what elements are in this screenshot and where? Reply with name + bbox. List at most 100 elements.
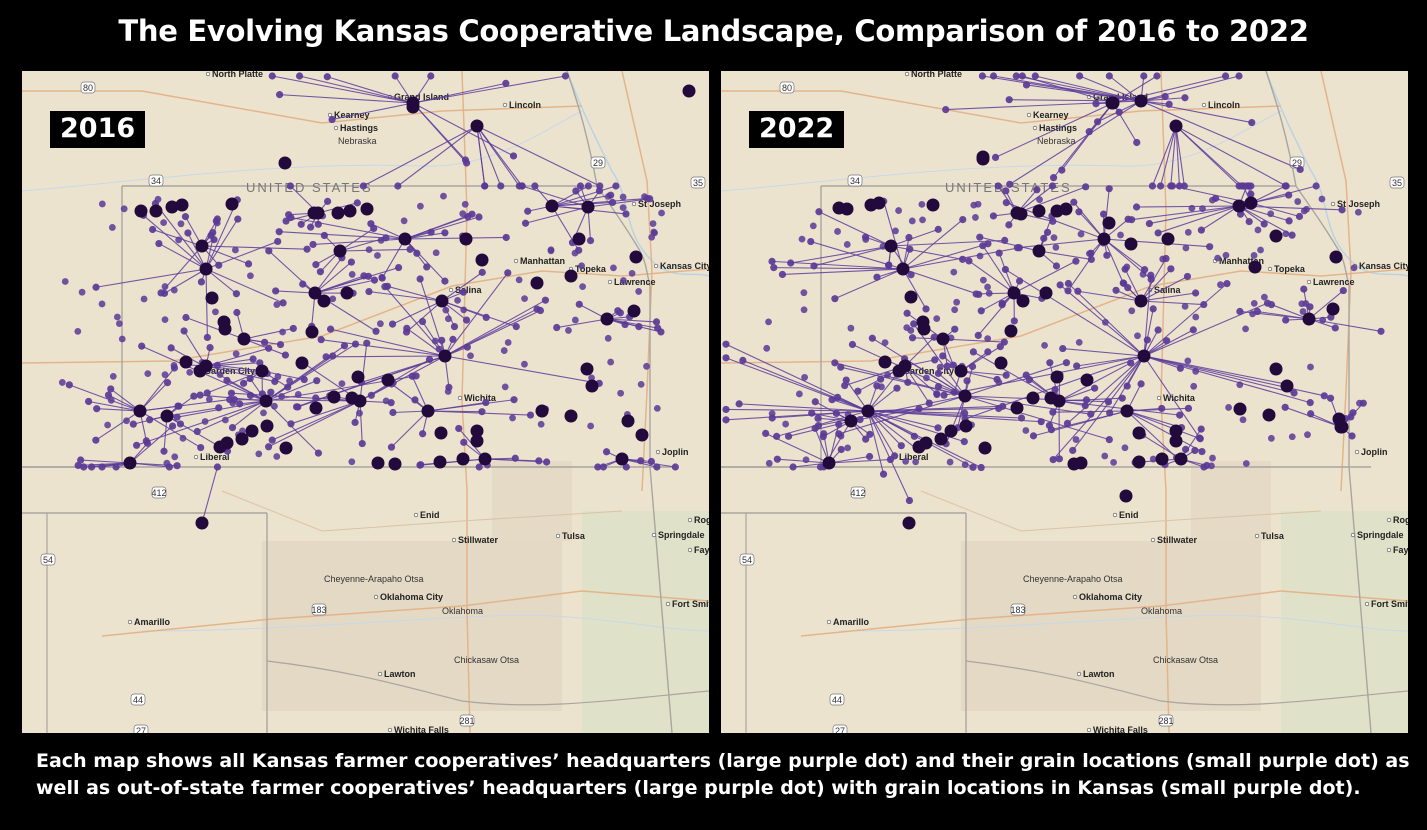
grain-location-dot	[616, 309, 624, 317]
connection-line	[80, 459, 131, 464]
grain-location-dot	[995, 379, 1003, 386]
connection-line	[381, 238, 406, 279]
highway	[621, 71, 653, 492]
place-label: Wichita Falls	[394, 725, 449, 733]
headquarters-dot	[438, 349, 452, 363]
map-2022[interactable]: 80 34 29 35 412 54 183 44 27 281 North Platte Grand…	[721, 71, 1408, 733]
grain-location-dot	[276, 340, 285, 349]
grain-location-dot	[1198, 447, 1206, 456]
grain-location-dot	[221, 416, 229, 424]
city-marker	[826, 619, 832, 625]
connection-line	[444, 355, 600, 384]
grain-location-dot	[394, 263, 403, 272]
grain-location-dot	[272, 287, 280, 295]
grain-location-dot	[1002, 187, 1010, 195]
grain-location-dot	[1306, 399, 1314, 407]
grain-location-dot	[1319, 316, 1327, 324]
city-marker	[1072, 594, 1078, 600]
grain-location-dot	[621, 320, 629, 329]
headquarters-dot	[456, 452, 470, 466]
grain-location-dot	[120, 205, 128, 213]
map-2016[interactable]: 80 34 29 35 412 54 183 44 27 281 North Platte Grand…	[22, 71, 709, 733]
grain-locations	[58, 72, 679, 471]
road	[920, 490, 1322, 532]
connection-line	[412, 102, 468, 164]
place-label: Cheyenne-Arapaho Otsa	[1023, 574, 1123, 584]
grain-location-dot	[1006, 180, 1014, 188]
route-shield	[148, 174, 164, 187]
grain-location-dot	[1307, 363, 1314, 371]
place-label: Springdale	[658, 530, 705, 540]
connection-line	[867, 410, 885, 475]
connection-line	[838, 395, 966, 435]
highway	[461, 71, 471, 733]
highway	[800, 590, 1408, 637]
grain-location-dot	[1312, 182, 1320, 190]
connection-line	[1052, 355, 1145, 460]
place-label: Kearney	[1033, 110, 1069, 120]
grain-location-dot	[1304, 431, 1311, 439]
grain-location-dot	[1101, 318, 1109, 326]
grain-location-dot	[974, 331, 982, 340]
headquarters-dot	[1169, 424, 1183, 438]
grain-location-dot	[478, 268, 486, 276]
connection-line	[1140, 97, 1185, 102]
headquarters-dot	[872, 196, 886, 210]
grain-location-dot	[356, 409, 363, 417]
grain-location-dot	[179, 434, 187, 442]
country-label: UNITED STATES	[246, 180, 373, 195]
grain-location-dot	[348, 458, 356, 466]
river	[141, 614, 709, 632]
terrain-patch	[492, 461, 572, 541]
route-shield	[850, 486, 866, 499]
grain-location-dot	[347, 258, 356, 266]
grain-location-dot	[811, 398, 819, 406]
connection-line	[391, 383, 429, 412]
grain-location-dot	[976, 252, 984, 260]
connection-line	[69, 384, 141, 412]
grain-location-dot	[427, 72, 435, 80]
place-label: Rog	[1393, 515, 1408, 525]
connection-line	[964, 362, 1067, 397]
headquarters	[123, 84, 696, 530]
place-label: Manhattan	[520, 256, 565, 266]
headquarters-dot	[1161, 232, 1175, 246]
grain-location-dot	[893, 384, 901, 392]
headquarters-dot	[912, 440, 926, 454]
grain-location-dot	[1143, 336, 1151, 344]
connection-line	[1201, 205, 1240, 231]
headquarters-dot	[1137, 349, 1151, 363]
place-label: Lincoln	[1208, 100, 1240, 110]
grain-location-dot	[286, 182, 295, 190]
route-number: 54	[43, 555, 53, 565]
grain-location-dot	[1250, 252, 1258, 259]
headquarters-dot	[959, 419, 973, 433]
grain-location-dot	[265, 247, 273, 255]
headquarters-dot	[245, 424, 259, 438]
connection-line	[867, 410, 939, 429]
place-label: Joplin	[1361, 447, 1388, 457]
grain-location-dot	[814, 414, 822, 422]
grain-location-dot	[88, 463, 96, 471]
grain-location-dot	[1184, 228, 1192, 236]
grain-location-dot	[249, 355, 257, 363]
grain-location-dot	[455, 424, 463, 433]
connection-line	[1157, 205, 1240, 234]
grain-location-dot	[934, 424, 942, 432]
grain-location-dot	[167, 344, 175, 352]
grain-location-dot	[1157, 182, 1165, 190]
headquarters-dot	[892, 364, 906, 378]
grain-location-dot	[1167, 265, 1175, 273]
connection-line	[232, 400, 267, 429]
route-shield	[459, 714, 475, 727]
connection-line	[441, 271, 483, 302]
connection-line	[1109, 75, 1142, 102]
place-label: Rog	[694, 515, 709, 525]
grain-location-dot	[1208, 462, 1215, 470]
grain-location-dot	[939, 352, 947, 360]
grain-location-dot	[444, 315, 452, 323]
grain-location-dot	[180, 327, 188, 335]
connection-line	[606, 318, 662, 333]
grain-location-dot	[972, 290, 980, 298]
grain-location-dot	[1206, 243, 1214, 251]
